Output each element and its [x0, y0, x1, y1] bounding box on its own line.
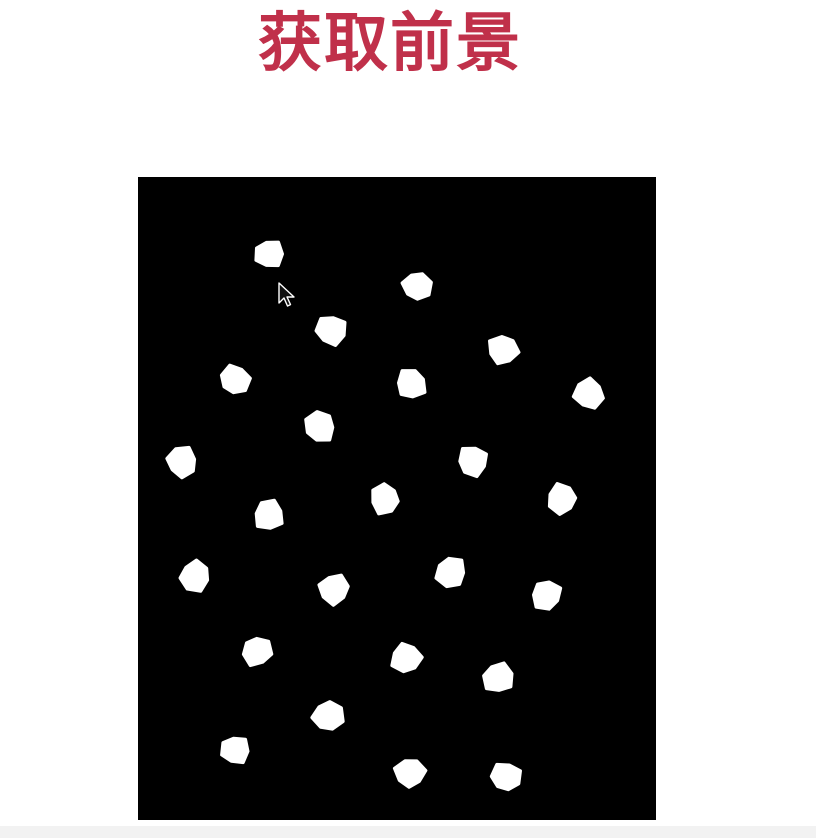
- bottom-strip: [0, 826, 816, 838]
- foreground-blob: [402, 274, 431, 299]
- foreground-blob: [222, 738, 248, 762]
- foreground-blob: [392, 643, 423, 671]
- foreground-blob: [306, 412, 333, 441]
- foreground-blob: [180, 560, 208, 591]
- foreground-blob: [490, 337, 520, 364]
- mask-canvas: [138, 177, 656, 820]
- foreground-blob: [167, 447, 195, 477]
- foreground-blob: [549, 484, 575, 515]
- foreground-blob: [256, 500, 282, 528]
- foreground-blob: [399, 371, 426, 397]
- foreground-blob: [484, 663, 512, 691]
- foreground-blob: [256, 242, 283, 266]
- foreground-blob: [373, 484, 398, 514]
- mouse-pointer-icon: [277, 282, 297, 310]
- foreground-blob: [221, 365, 250, 393]
- foreground-blob: [534, 582, 561, 609]
- foreground-blob: [319, 575, 348, 605]
- foreground-blob: [316, 318, 345, 346]
- foreground-mask-image: [138, 177, 656, 820]
- foreground-blob: [436, 558, 464, 586]
- foreground-blob: [394, 761, 426, 788]
- foreground-blob: [460, 448, 487, 476]
- foreground-blob: [491, 764, 520, 789]
- foreground-blob: [312, 702, 343, 730]
- foreground-blob: [573, 378, 603, 408]
- foreground-blob: [243, 638, 271, 665]
- slide-title: 获取前景: [0, 4, 780, 84]
